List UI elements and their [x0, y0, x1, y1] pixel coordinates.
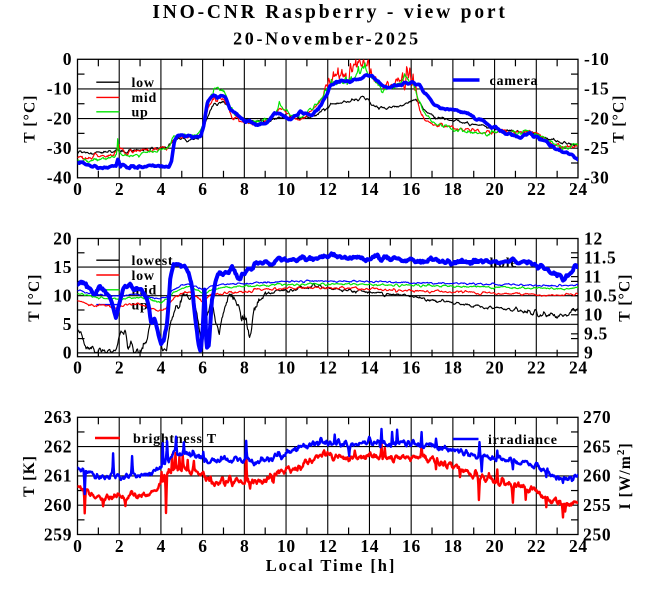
svg-text:-30: -30	[47, 138, 72, 158]
svg-text:11.5: 11.5	[584, 247, 616, 267]
svg-text:22: 22	[527, 179, 546, 199]
svg-text:up: up	[132, 106, 149, 121]
svg-text:low: low	[132, 269, 155, 284]
svg-text:-10: -10	[47, 79, 72, 99]
svg-text:18: 18	[444, 536, 463, 556]
svg-text:255: 255	[583, 495, 611, 515]
svg-text:10: 10	[277, 179, 296, 199]
svg-text:250: 250	[583, 524, 611, 544]
svg-text:-25: -25	[584, 138, 609, 158]
svg-text:265: 265	[583, 436, 611, 456]
svg-text:24: 24	[569, 179, 588, 199]
svg-text:20: 20	[53, 228, 72, 248]
svg-text:up: up	[132, 298, 149, 313]
svg-text:263: 263	[44, 407, 72, 427]
svg-text:20: 20	[485, 179, 504, 199]
svg-text:0: 0	[73, 358, 82, 378]
svg-text:14: 14	[360, 536, 379, 556]
svg-text:9.5: 9.5	[584, 324, 608, 344]
svg-text:18: 18	[444, 358, 463, 378]
svg-text:20: 20	[485, 358, 504, 378]
svg-text:mid: mid	[132, 91, 158, 106]
svg-text:irradiance: irradiance	[488, 433, 558, 448]
svg-text:6: 6	[198, 536, 207, 556]
svg-text:18: 18	[444, 179, 463, 199]
svg-text:0: 0	[63, 343, 72, 363]
svg-text:262: 262	[44, 436, 72, 456]
svg-text:4: 4	[157, 536, 166, 556]
svg-text:brightness T: brightness T	[133, 432, 217, 447]
svg-text:11: 11	[584, 266, 602, 286]
svg-text:12: 12	[319, 536, 338, 556]
svg-text:16: 16	[402, 358, 421, 378]
svg-text:270: 270	[583, 407, 611, 427]
svg-text:-20: -20	[47, 108, 72, 128]
svg-text:261: 261	[44, 466, 72, 486]
svg-text:-15: -15	[584, 79, 609, 99]
svg-text:260: 260	[44, 495, 72, 515]
svg-text:0: 0	[63, 49, 72, 69]
svg-text:10: 10	[277, 536, 296, 556]
svg-text:-10: -10	[584, 49, 609, 69]
svg-text:14: 14	[360, 358, 379, 378]
svg-text:9: 9	[584, 343, 593, 363]
svg-text:4: 4	[157, 358, 166, 378]
svg-text:20-November-2025: 20-November-2025	[233, 28, 421, 48]
svg-text:22: 22	[527, 536, 546, 556]
svg-text:2: 2	[115, 536, 124, 556]
svg-text:INO-CNR Raspberry - view port: INO-CNR Raspberry - view port	[152, 2, 507, 23]
svg-text:4: 4	[157, 179, 166, 199]
svg-text:10: 10	[277, 358, 296, 378]
svg-text:10: 10	[53, 286, 72, 306]
svg-text:259: 259	[44, 524, 72, 544]
svg-text:16: 16	[402, 536, 421, 556]
svg-text:0: 0	[73, 179, 82, 199]
svg-text:8: 8	[240, 358, 249, 378]
svg-text:10: 10	[584, 305, 603, 325]
svg-text:0: 0	[73, 536, 82, 556]
svg-text:-40: -40	[47, 168, 72, 188]
svg-text:8: 8	[240, 536, 249, 556]
svg-text:22: 22	[527, 358, 546, 378]
svg-text:-30: -30	[584, 168, 609, 188]
svg-text:12: 12	[319, 358, 338, 378]
svg-text:T [°C]: T [°C]	[611, 94, 628, 142]
svg-text:260: 260	[583, 466, 611, 486]
svg-text:camera: camera	[490, 74, 539, 89]
svg-text:6: 6	[198, 358, 207, 378]
svg-text:24: 24	[569, 536, 588, 556]
svg-text:low: low	[132, 76, 155, 91]
svg-text:T [K]: T [K]	[21, 455, 38, 497]
svg-text:T [°C]: T [°C]	[617, 273, 634, 321]
svg-text:10.5: 10.5	[584, 286, 617, 306]
svg-text:16: 16	[402, 179, 421, 199]
svg-text:12: 12	[584, 228, 603, 248]
svg-text:Local Time [h]: Local Time [h]	[266, 556, 397, 575]
svg-text:24: 24	[569, 358, 588, 378]
svg-text:I [W/m2]: I [W/m2]	[615, 442, 634, 509]
svg-text:5: 5	[63, 314, 72, 334]
svg-text:6: 6	[198, 179, 207, 199]
svg-text:8: 8	[240, 179, 249, 199]
svg-text:lowest: lowest	[132, 254, 174, 269]
svg-text:T [°C]: T [°C]	[22, 94, 39, 142]
svg-text:2: 2	[115, 179, 124, 199]
svg-text:2: 2	[115, 358, 124, 378]
svg-text:14: 14	[360, 179, 379, 199]
svg-text:20: 20	[485, 536, 504, 556]
svg-text:-20: -20	[584, 108, 609, 128]
svg-text:T [°C]: T [°C]	[26, 273, 43, 321]
svg-text:15: 15	[53, 257, 72, 277]
svg-text:12: 12	[319, 179, 338, 199]
